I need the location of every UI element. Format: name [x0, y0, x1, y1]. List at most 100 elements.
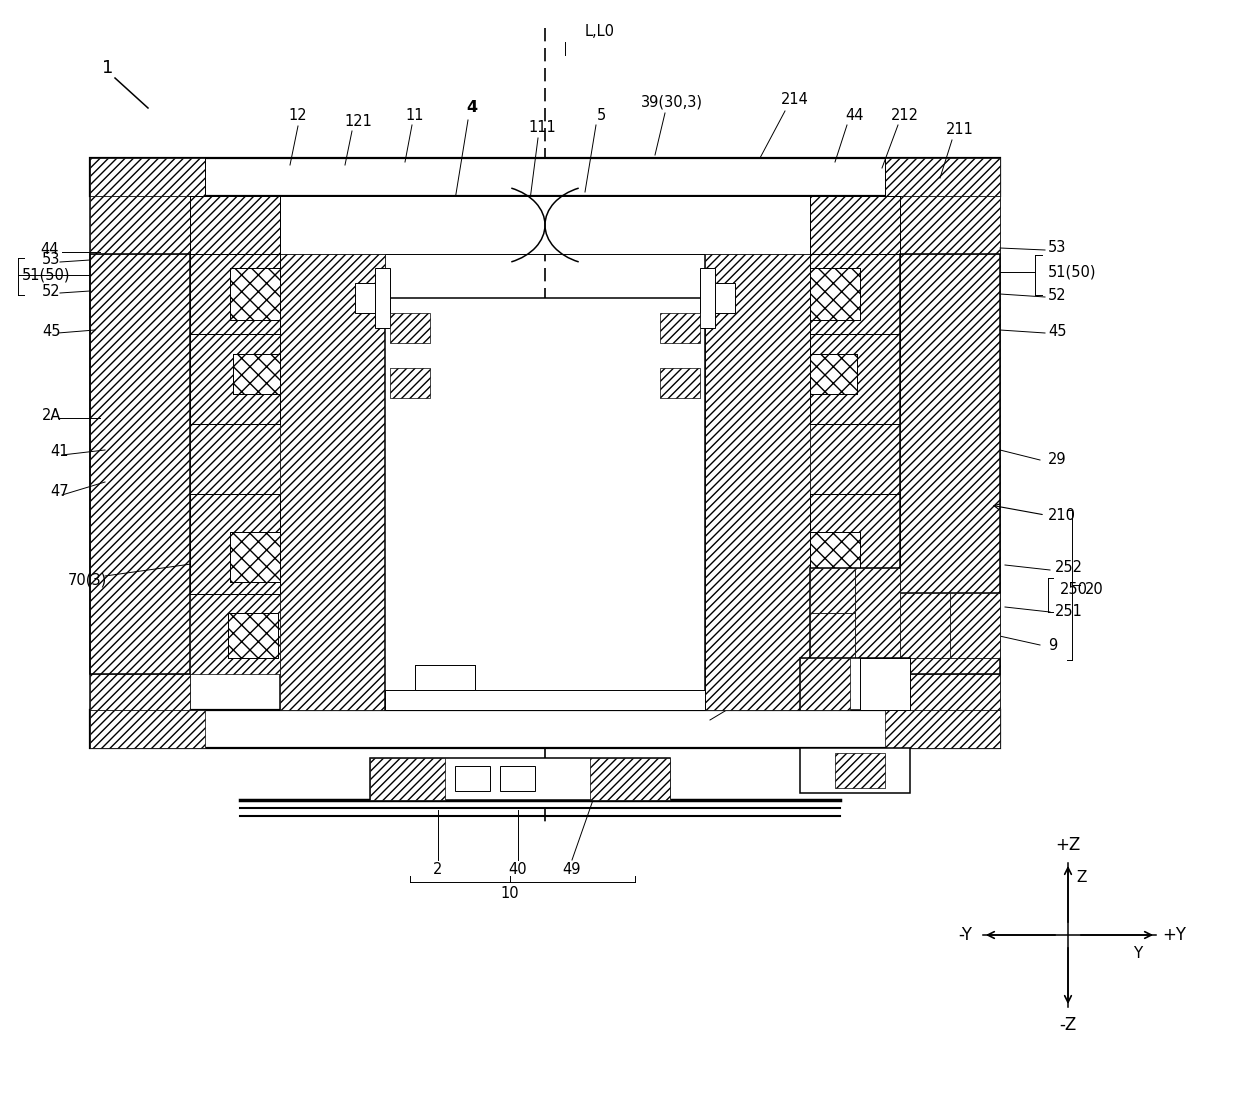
Bar — [590, 758, 670, 800]
Bar — [91, 710, 999, 748]
Bar — [91, 710, 205, 748]
Text: 29: 29 — [1048, 452, 1066, 467]
Bar — [810, 255, 900, 333]
Text: 44: 44 — [846, 108, 864, 123]
Bar — [91, 196, 190, 710]
Text: 5: 5 — [596, 108, 605, 123]
Bar — [810, 613, 861, 658]
Bar — [900, 593, 999, 658]
Bar — [190, 333, 280, 425]
Bar — [190, 196, 280, 255]
Text: 49: 49 — [563, 862, 582, 878]
Bar — [374, 268, 391, 328]
Text: 211: 211 — [946, 123, 973, 137]
Bar — [455, 766, 490, 791]
Text: 42: 42 — [238, 583, 258, 598]
Bar — [800, 748, 910, 793]
Bar — [660, 367, 701, 398]
Text: 253: 253 — [686, 653, 714, 667]
Bar — [91, 158, 205, 196]
Bar — [391, 367, 430, 398]
Text: 41: 41 — [50, 444, 68, 460]
Bar — [415, 665, 475, 690]
Text: 47: 47 — [50, 485, 68, 499]
Text: 51(50): 51(50) — [1048, 264, 1096, 280]
Bar — [370, 758, 670, 800]
Bar — [384, 690, 706, 710]
Bar — [706, 255, 810, 710]
Bar — [415, 665, 475, 690]
Bar — [280, 196, 810, 255]
Bar — [228, 613, 278, 658]
Text: 9: 9 — [1048, 637, 1058, 653]
Text: 499: 499 — [717, 670, 744, 686]
Bar — [190, 196, 280, 255]
Text: 81: 81 — [510, 651, 528, 666]
Bar — [91, 196, 190, 710]
Text: 1: 1 — [103, 59, 114, 77]
Bar — [810, 268, 861, 320]
Bar — [810, 333, 900, 425]
Text: 251: 251 — [1055, 604, 1083, 620]
Bar — [384, 298, 706, 710]
Bar — [280, 255, 384, 710]
Text: 70(3): 70(3) — [68, 573, 107, 588]
Text: 212: 212 — [892, 108, 919, 123]
Bar — [391, 313, 430, 343]
Bar — [835, 753, 885, 788]
Bar — [355, 283, 374, 313]
Text: 10: 10 — [501, 885, 520, 901]
Bar — [91, 255, 190, 674]
Text: 40: 40 — [508, 862, 527, 878]
Text: 52: 52 — [1048, 287, 1066, 303]
Bar — [229, 532, 280, 583]
Bar — [800, 658, 849, 710]
Bar — [856, 568, 900, 658]
Bar — [810, 196, 900, 255]
Text: 2A: 2A — [42, 407, 61, 422]
Bar — [190, 255, 280, 333]
Bar — [190, 494, 280, 593]
Text: 2: 2 — [433, 862, 443, 878]
Bar — [810, 568, 856, 613]
Text: Z: Z — [1076, 870, 1087, 884]
Bar — [810, 268, 861, 320]
Bar — [810, 613, 856, 658]
Bar — [190, 494, 280, 593]
Bar — [810, 333, 900, 425]
Text: 19: 19 — [733, 692, 751, 708]
Bar — [91, 255, 190, 674]
Bar — [810, 354, 857, 394]
Bar — [229, 268, 280, 320]
Bar — [715, 283, 735, 313]
Bar — [900, 196, 999, 710]
Text: 80: 80 — [465, 666, 484, 680]
Bar — [190, 333, 280, 425]
Bar — [900, 255, 999, 674]
Bar — [810, 494, 900, 593]
Bar — [900, 196, 999, 710]
Bar — [190, 593, 280, 674]
Bar — [810, 425, 900, 494]
Bar — [950, 593, 999, 658]
Text: -Y: -Y — [959, 926, 972, 945]
Bar — [885, 158, 999, 196]
Text: Y: Y — [1133, 946, 1142, 961]
Text: 39(30,3): 39(30,3) — [641, 94, 703, 110]
Bar — [810, 613, 861, 658]
Text: 44: 44 — [40, 242, 58, 258]
Bar — [900, 255, 999, 674]
Text: 214: 214 — [781, 92, 808, 108]
Bar — [861, 658, 910, 710]
Bar — [500, 766, 534, 791]
Bar — [810, 593, 900, 674]
Text: 210: 210 — [1048, 508, 1076, 522]
Text: L,L0: L,L0 — [585, 24, 615, 39]
Text: 121: 121 — [343, 114, 372, 129]
Bar — [660, 313, 701, 343]
Text: 45: 45 — [1048, 325, 1066, 339]
Bar — [810, 255, 900, 333]
Text: 51(50): 51(50) — [22, 268, 71, 283]
Bar — [885, 710, 999, 748]
Bar — [229, 268, 280, 320]
